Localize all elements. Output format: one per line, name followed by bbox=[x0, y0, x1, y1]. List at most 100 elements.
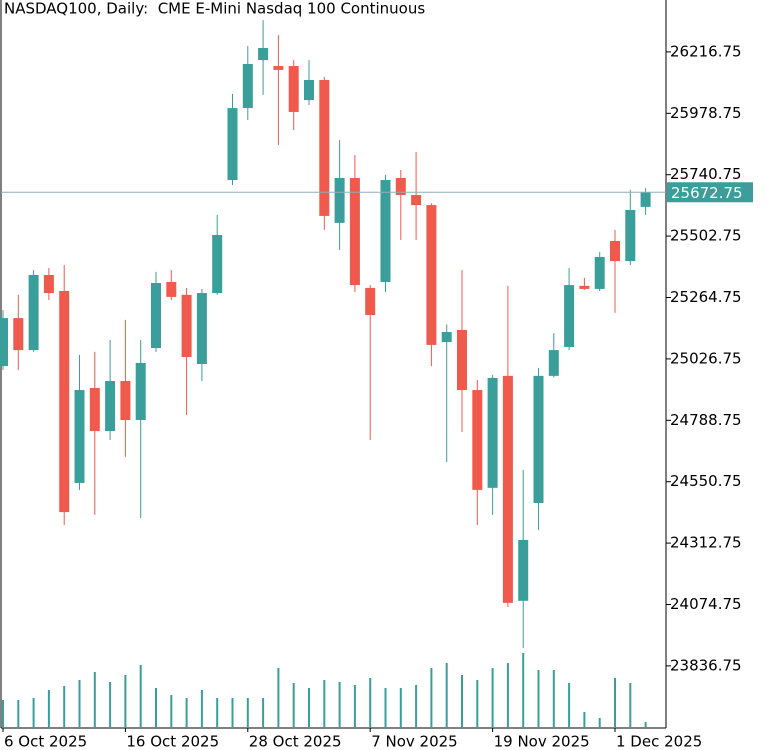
y-tick-label: 25264.75 bbox=[670, 288, 742, 306]
candle-body bbox=[487, 377, 498, 488]
candle-body bbox=[135, 362, 146, 420]
volume-bar bbox=[491, 668, 494, 728]
volume-bar bbox=[369, 678, 372, 728]
candle-body bbox=[625, 209, 636, 262]
volume-bar bbox=[476, 680, 479, 728]
candle-body bbox=[0, 318, 8, 367]
current-price-box bbox=[667, 182, 753, 203]
volume-bar bbox=[399, 688, 402, 728]
candle-body bbox=[151, 282, 161, 349]
x-tick-label: 7 Nov 2025 bbox=[371, 733, 458, 750]
volume-bar bbox=[47, 690, 50, 728]
volume-bar bbox=[200, 690, 203, 728]
volume-bar bbox=[522, 653, 525, 728]
volume-bar bbox=[552, 670, 555, 728]
candle-body bbox=[166, 281, 177, 297]
y-tick-label: 24074.75 bbox=[670, 595, 742, 613]
candle-body bbox=[74, 390, 85, 483]
candle-body bbox=[304, 79, 314, 101]
candle-body bbox=[380, 180, 391, 282]
candle-body bbox=[273, 66, 284, 70]
volume-bar bbox=[124, 675, 127, 728]
candle-body bbox=[594, 256, 605, 289]
volume-bar bbox=[139, 665, 142, 728]
candle-body bbox=[43, 274, 54, 294]
candle-body bbox=[28, 274, 39, 351]
candle-body bbox=[548, 350, 559, 376]
volume-bar bbox=[78, 680, 81, 728]
volume-bar bbox=[323, 680, 326, 728]
y-tick-label: 24788.75 bbox=[670, 411, 742, 429]
x-tick-label: 6 Oct 2025 bbox=[4, 733, 87, 750]
chart-title: NASDAQ100, Daily: CME E-Mini Nasdaq 100 … bbox=[4, 0, 425, 18]
candle-body bbox=[258, 47, 269, 61]
candle-body bbox=[426, 205, 437, 345]
volume-bar bbox=[308, 688, 310, 728]
candle-body bbox=[227, 108, 238, 181]
candle-body bbox=[441, 332, 452, 343]
volume-bar bbox=[292, 683, 295, 728]
volume-bar bbox=[537, 670, 540, 728]
volume-bar bbox=[93, 672, 96, 728]
candle-body bbox=[395, 178, 406, 196]
candle-body bbox=[89, 387, 100, 432]
candle-body bbox=[365, 287, 376, 315]
volume-bar bbox=[583, 712, 586, 728]
volume-bar bbox=[506, 663, 509, 728]
volume-bar bbox=[384, 688, 387, 728]
volume-bar bbox=[338, 682, 341, 728]
candle-body bbox=[349, 178, 360, 286]
candle-body bbox=[533, 375, 544, 504]
y-tick-label: 23836.75 bbox=[670, 656, 742, 674]
candle-body bbox=[59, 290, 70, 513]
volume-bar bbox=[568, 683, 571, 728]
candle-body bbox=[518, 539, 529, 601]
volume-bar bbox=[262, 698, 265, 728]
volume-bar bbox=[185, 698, 188, 728]
candle-body bbox=[411, 195, 422, 206]
candle-body bbox=[120, 381, 131, 420]
x-tick-label: 1 Dec 2025 bbox=[616, 733, 702, 750]
x-tick-label: 28 Oct 2025 bbox=[249, 733, 342, 750]
volume-bar bbox=[598, 718, 601, 728]
volume-bar bbox=[155, 688, 157, 728]
volume-bar bbox=[629, 683, 632, 728]
y-tick-label: 26216.75 bbox=[670, 42, 742, 60]
volume-bar bbox=[17, 700, 20, 728]
candle-body bbox=[196, 293, 207, 364]
candle-body bbox=[472, 390, 483, 490]
volume-bar bbox=[277, 668, 280, 728]
volume-bar bbox=[2, 700, 4, 728]
volume-bar bbox=[231, 698, 234, 728]
y-tick-label: 25026.75 bbox=[670, 349, 742, 367]
candle-body bbox=[640, 192, 651, 207]
x-tick-label: 16 Oct 2025 bbox=[126, 733, 219, 750]
volume-bar bbox=[170, 695, 173, 728]
candle-body bbox=[457, 329, 467, 391]
candle-body bbox=[610, 240, 620, 262]
volume-bar bbox=[461, 675, 463, 728]
candle-body bbox=[564, 285, 575, 347]
candle-body bbox=[288, 66, 299, 112]
volume-bar bbox=[644, 722, 647, 728]
x-tick-label: 19 Nov 2025 bbox=[494, 733, 590, 750]
volume-bar bbox=[415, 685, 418, 728]
candle-body bbox=[319, 79, 330, 216]
candle-body bbox=[242, 63, 253, 109]
volume-bar bbox=[32, 698, 35, 728]
candle-body bbox=[105, 381, 116, 432]
candle-body bbox=[13, 318, 24, 351]
y-tick-label: 24550.75 bbox=[670, 472, 742, 490]
candle-body bbox=[181, 294, 192, 358]
candle-body bbox=[579, 285, 590, 289]
y-tick-label: 25502.75 bbox=[670, 227, 742, 245]
volume-bar bbox=[430, 668, 433, 728]
volume-bar bbox=[216, 698, 219, 728]
volume-bar bbox=[614, 678, 616, 728]
y-tick-label: 25740.75 bbox=[670, 165, 742, 183]
volume-bar bbox=[246, 698, 249, 728]
candle-body bbox=[212, 235, 223, 294]
